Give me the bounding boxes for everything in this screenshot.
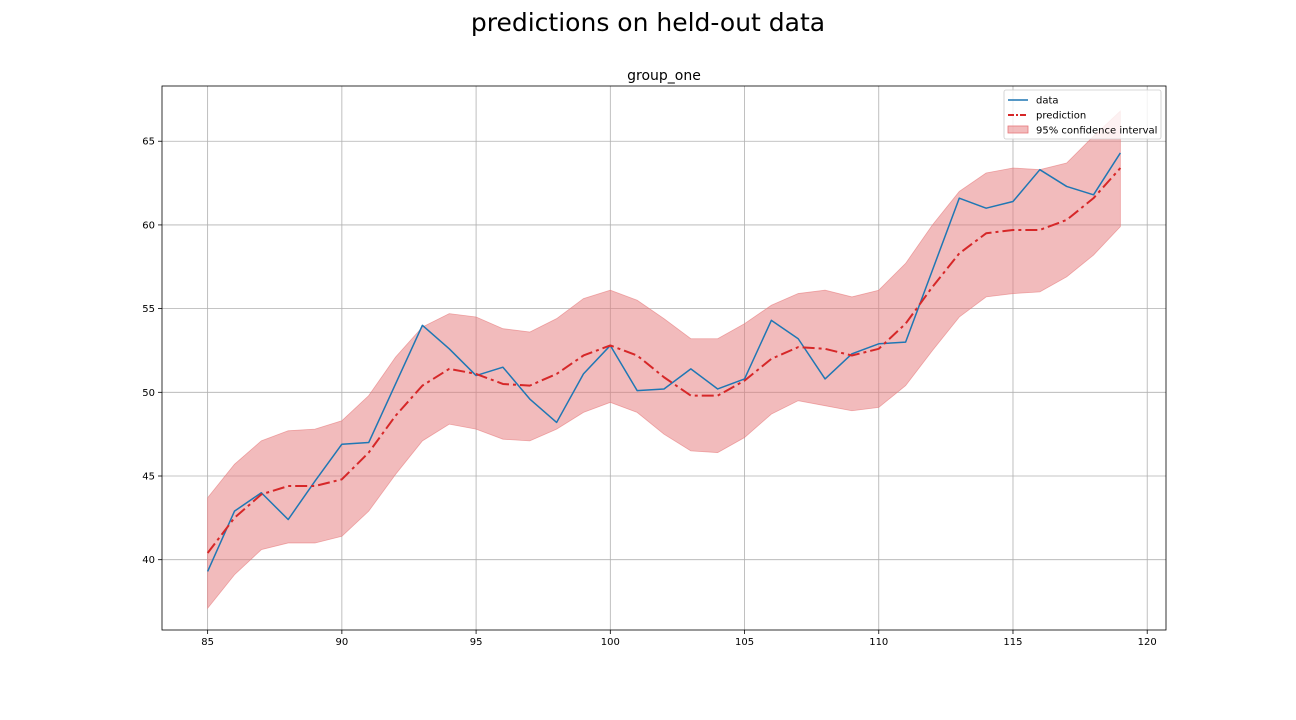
y-tick-label: 65	[142, 137, 155, 148]
x-tick-label: 120	[1138, 637, 1157, 648]
legend-label: prediction	[1036, 111, 1086, 122]
x-tick-label: 100	[601, 637, 620, 648]
legend-swatch-ci	[1007, 125, 1029, 134]
prediction-line	[206, 167, 1122, 554]
chart-title: group_one	[627, 68, 701, 84]
y-tick-label: 45	[142, 472, 155, 483]
x-tick-label: 115	[1003, 637, 1022, 648]
confidence-band-layer	[207, 110, 1121, 610]
y-tick-label: 50	[142, 388, 155, 399]
x-tick-label: 95	[470, 637, 483, 648]
tick-layer: 85 90 95 100 105 110 115 120 40 45 50 55 60 65	[142, 137, 1156, 648]
legend-box	[1003, 89, 1162, 140]
x-tick-label: 85	[201, 637, 214, 648]
confidence-band	[207, 110, 1121, 610]
figure-title: predictions on held-out data	[470, 8, 826, 37]
legend: data prediction 95% confidence interval	[1003, 89, 1162, 140]
x-tick-label: 110	[869, 637, 888, 648]
legend-label: 95% confidence interval	[1036, 126, 1157, 137]
axes-frame	[161, 85, 1167, 631]
series-layer	[206, 152, 1122, 572]
y-tick-label: 40	[142, 555, 155, 566]
x-tick-label: 105	[735, 637, 754, 648]
x-tick-label: 90	[335, 637, 348, 648]
y-tick-label: 55	[142, 304, 155, 315]
legend-label: data	[1036, 96, 1059, 107]
data-line	[206, 152, 1121, 572]
y-tick-label: 60	[142, 220, 155, 231]
